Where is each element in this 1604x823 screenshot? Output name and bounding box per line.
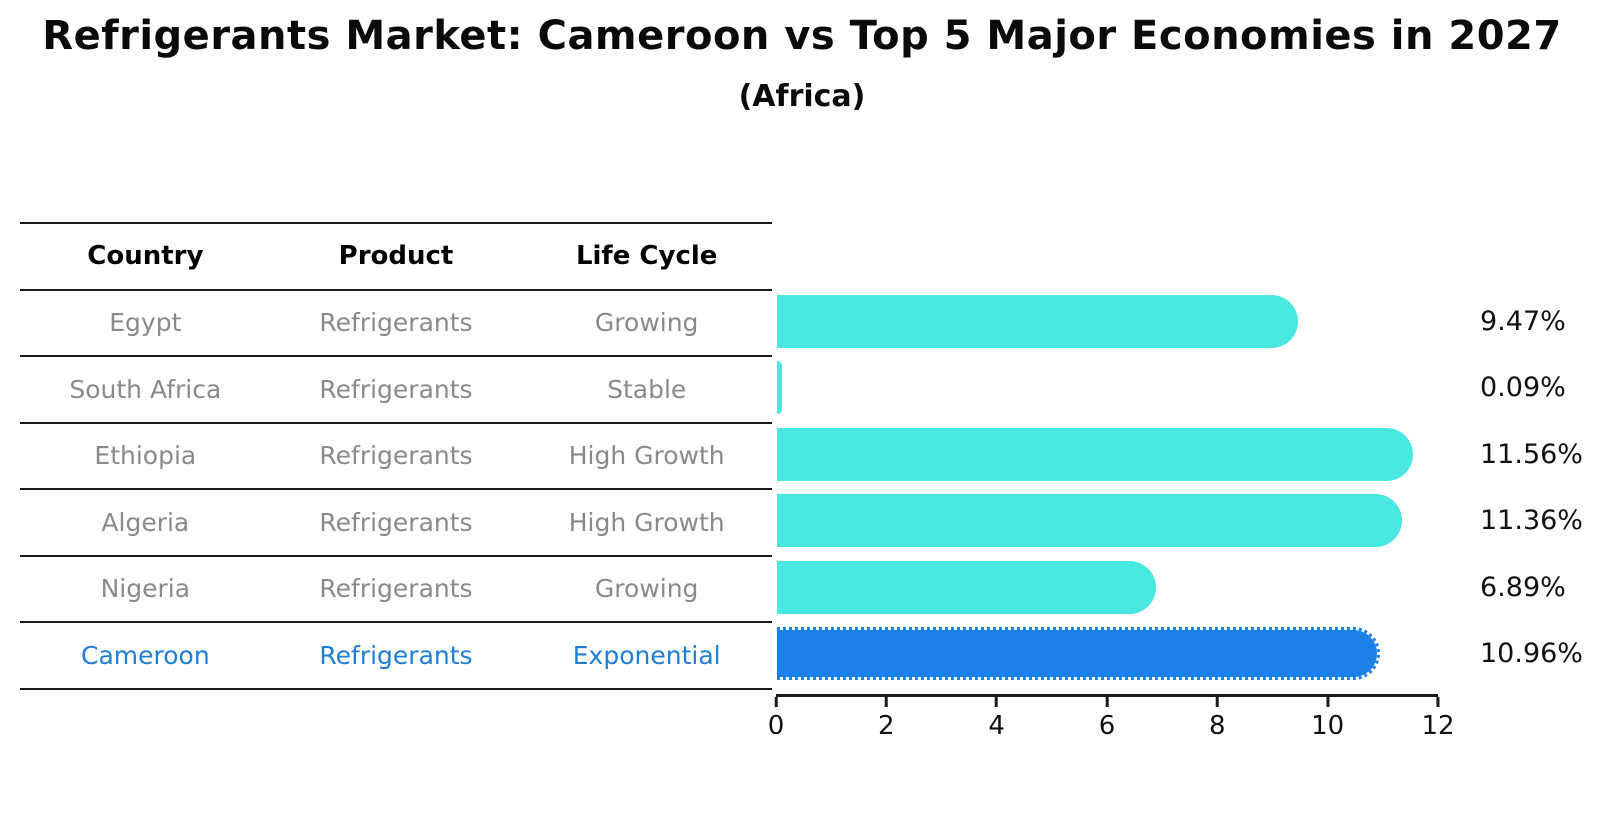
x-tick-6: 6 [1098,697,1116,741]
country-table: Country Product Life Cycle Egypt Refrige… [20,222,772,690]
chart-title: Refrigerants Market: Cameroon vs Top 5 M… [42,13,1562,59]
table-row-south-africa: South Africa Refrigerants Stable [20,357,772,424]
tick-label: 12 [1421,711,1455,741]
table-row-algeria: Algeria Refrigerants High Growth [20,490,772,557]
value-label-south-africa: 0.09% [1480,372,1566,404]
tick-label: 4 [988,711,1005,741]
x-tick-12: 12 [1421,697,1455,741]
cell-product: Refrigerants [319,574,473,604]
cell-life-cycle: High Growth [568,441,725,471]
column-header-product: Product [338,241,454,272]
bar-nigeria [777,560,1156,614]
x-tick-0: 0 [767,697,785,741]
value-label-ethiopia: 11.56% [1480,438,1583,470]
bar-algeria [777,494,1402,548]
x-tick-2: 2 [878,697,895,741]
tick-label: 8 [1209,711,1226,741]
value-label-cameroon: 10.96% [1480,638,1583,670]
bar-row-cameroon [777,621,1437,688]
value-labels: 9.47% 0.09% 11.56% 11.36% 6.89% 10.96% [1480,288,1600,687]
bar-row-nigeria [777,554,1437,621]
tick-mark [1215,697,1219,707]
cell-country: South Africa [69,374,222,404]
cell-country: Ethiopia [94,441,197,471]
tick-label: 2 [878,711,895,741]
bar-chart [777,288,1437,687]
bar-row-algeria [777,488,1437,555]
cell-product: Refrigerants [319,308,473,338]
tick-label: 10 [1311,711,1345,741]
cell-life-cycle: Growing [594,308,699,338]
table-row-cameroon: Cameroon Refrigerants Exponential [20,623,772,690]
table-row-egypt: Egypt Refrigerants Growing [20,291,772,357]
cell-country: Algeria [101,507,190,537]
x-tick-4: 4 [988,697,1005,741]
cell-life-cycle: Growing [594,574,699,604]
column-header-country: Country [87,241,204,272]
cell-product: Refrigerants [319,640,473,670]
chart-subtitle: (Africa) [738,79,866,114]
table-row-nigeria: Nigeria Refrigerants Growing [20,557,772,623]
tick-mark [774,697,778,707]
x-axis: 0 2 4 6 8 10 12 [768,694,1455,741]
table-header-row: Country Product Life Cycle [20,224,772,291]
tick-mark [884,697,888,707]
x-tick-10: 10 [1311,697,1344,741]
value-label-nigeria: 6.89% [1480,571,1566,603]
cell-country: Nigeria [100,574,191,604]
cell-country: Cameroon [80,640,210,670]
table-row-ethiopia: Ethiopia Refrigerants High Growth [20,424,772,490]
column-header-life-cycle: Life Cycle [575,241,718,272]
cell-life-cycle: Exponential [572,640,721,670]
tick-mark [1326,697,1330,707]
tick-mark [1105,697,1109,707]
bar-south-africa [777,361,782,415]
bar-row-egypt [777,288,1437,355]
value-label-algeria: 11.36% [1480,505,1583,537]
bar-egypt [777,294,1298,348]
bar-ethiopia [777,427,1413,481]
tick-mark [995,697,999,707]
tick-mark [1436,697,1440,707]
cell-life-cycle: High Growth [568,507,725,537]
value-label-egypt: 9.47% [1480,305,1566,337]
cell-life-cycle: Stable [607,374,687,404]
x-tick-8: 8 [1209,697,1226,741]
bar-cameroon [777,627,1380,681]
tick-label: 6 [1098,711,1116,741]
cell-product: Refrigerants [319,441,473,471]
cell-product: Refrigerants [319,507,473,537]
tick-label: 0 [767,711,785,741]
bar-row-south-africa [777,355,1437,422]
cell-country: Egypt [109,308,182,338]
cell-product: Refrigerants [319,374,473,404]
bar-row-ethiopia [777,421,1437,488]
